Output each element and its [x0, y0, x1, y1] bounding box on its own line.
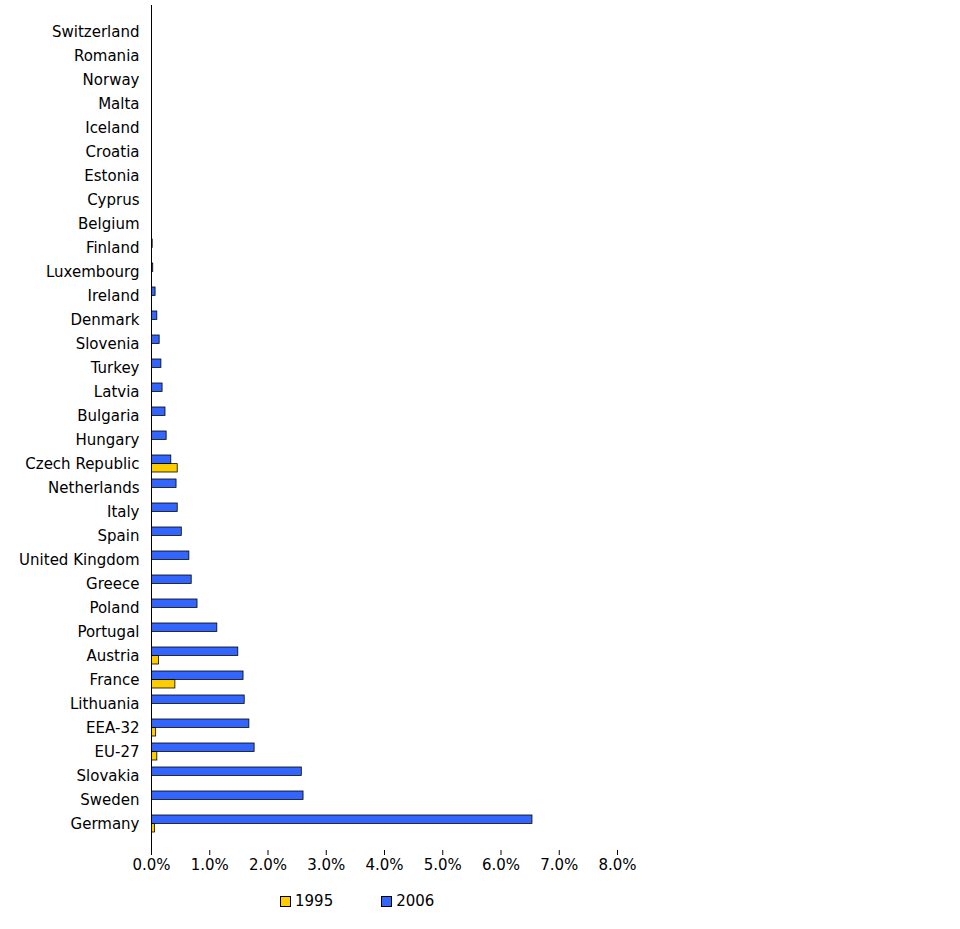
svg-text:Iceland: Iceland	[85, 119, 139, 137]
svg-text:Finland: Finland	[86, 239, 140, 257]
svg-text:Norway: Norway	[83, 71, 140, 89]
svg-text:Bulgaria: Bulgaria	[77, 407, 139, 425]
svg-text:Slovenia: Slovenia	[76, 335, 140, 353]
svg-text:Slovakia: Slovakia	[77, 767, 140, 785]
html-text:2006: 2006	[396, 892, 435, 910]
svg-text:Croatia: Croatia	[86, 143, 140, 161]
svg-text:EEA-32: EEA-32	[86, 719, 139, 737]
svg-text:Germany: Germany	[71, 815, 140, 833]
svg-text:Spain: Spain	[98, 527, 140, 545]
svg-text:1.0%: 1.0%	[191, 856, 229, 874]
svg-text:Poland: Poland	[89, 599, 139, 617]
svg-text:Netherlands: Netherlands	[48, 479, 140, 497]
svg-text:Belgium: Belgium	[78, 215, 140, 233]
svg-text:EU-27: EU-27	[95, 743, 140, 761]
svg-text:6.0%: 6.0%	[482, 856, 520, 874]
svg-text:Malta: Malta	[98, 95, 139, 113]
svg-text:United Kingdom: United Kingdom	[19, 551, 139, 569]
svg-text:Switzerland: Switzerland	[52, 23, 140, 41]
svg-text:2.0%: 2.0%	[249, 856, 287, 874]
svg-text:Hungary: Hungary	[75, 431, 139, 449]
svg-text:Estonia: Estonia	[84, 167, 139, 185]
svg-text:Czech Republic: Czech Republic	[25, 455, 139, 473]
svg-text:Italy: Italy	[107, 503, 140, 521]
svg-text:France: France	[90, 671, 140, 689]
svg-text:0.0%: 0.0%	[132, 856, 170, 874]
svg-text:7.0%: 7.0%	[540, 856, 578, 874]
svg-text:Cyprus: Cyprus	[87, 191, 140, 209]
svg-text:Portugal: Portugal	[77, 623, 139, 641]
svg-text:Lithuania: Lithuania	[70, 695, 139, 713]
svg-text:Denmark: Denmark	[71, 311, 140, 329]
svg-text:3.0%: 3.0%	[307, 856, 345, 874]
svg-text:Sweden: Sweden	[80, 791, 139, 809]
html-text:1995: 1995	[295, 892, 334, 910]
svg-text:Turkey: Turkey	[90, 359, 140, 377]
svg-text:8.0%: 8.0%	[598, 856, 636, 874]
svg-text:Latvia: Latvia	[94, 383, 140, 401]
svg-text:5.0%: 5.0%	[424, 856, 462, 874]
svg-text:Ireland: Ireland	[88, 287, 140, 305]
svg-text:Romania: Romania	[74, 47, 140, 65]
svg-text:4.0%: 4.0%	[365, 856, 403, 874]
svg-text:Austria: Austria	[87, 647, 140, 665]
svg-text:Luxembourg: Luxembourg	[46, 263, 140, 281]
svg-text:Greece: Greece	[86, 575, 139, 593]
